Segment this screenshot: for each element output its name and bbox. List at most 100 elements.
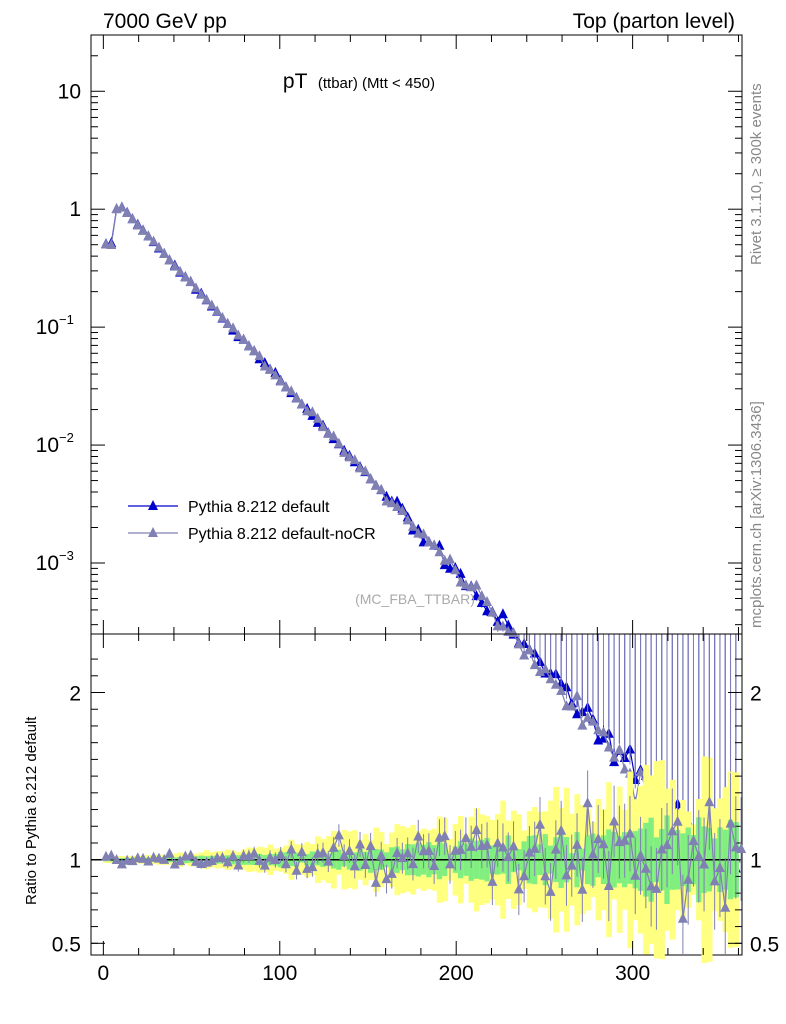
series1-point (497, 608, 508, 619)
series2-point (556, 685, 567, 696)
ratio-point (143, 855, 154, 866)
series2-point (550, 678, 561, 689)
ratio-point (106, 849, 117, 860)
series2-point (609, 751, 620, 762)
ratio-point (466, 840, 477, 851)
series2-point (577, 719, 588, 730)
x-tick-label: 300 (615, 962, 650, 985)
ratio-point (646, 880, 657, 891)
ratio-point (482, 838, 493, 849)
series2-point (476, 590, 487, 601)
ratio-point (386, 867, 397, 878)
y-tick-label: 1 (69, 198, 81, 221)
series2-point (423, 536, 434, 547)
y-tick-exponent: −2 (59, 430, 74, 445)
ratio-point (185, 849, 196, 860)
series2-point (159, 248, 170, 259)
ratio-point (360, 859, 371, 870)
series2-point (286, 385, 297, 396)
series2-point (254, 350, 265, 361)
ratio-point (333, 829, 344, 840)
ratio-point (423, 844, 434, 855)
ratio-point (365, 840, 376, 851)
ratio-point (355, 838, 366, 849)
series2-point (397, 505, 408, 516)
series2-point (185, 276, 196, 287)
ratio-point (540, 870, 551, 881)
ratio-point (667, 825, 678, 836)
ratio-point (609, 815, 620, 826)
series2-point (450, 564, 461, 575)
series2-point (460, 579, 471, 590)
ratio-point (503, 851, 514, 862)
ratio-point (693, 850, 704, 861)
ratio-point (175, 855, 186, 866)
ratio-point (328, 841, 339, 852)
series2-point (116, 201, 127, 212)
series2-point (619, 763, 630, 774)
series2-point (593, 724, 604, 735)
ratio-point (265, 851, 276, 862)
ratio-point (222, 856, 233, 867)
ratio-point (159, 853, 170, 864)
y-tick-label: 10 (36, 316, 59, 339)
series2-point (153, 241, 164, 252)
ratio-point (381, 873, 392, 884)
series2-point (148, 235, 159, 246)
series2-point (386, 497, 397, 508)
header-right: Top (parton level) (573, 10, 735, 33)
series2-point (127, 213, 138, 224)
series2-point (566, 700, 577, 711)
series2-point (519, 649, 530, 660)
series2-point (233, 329, 244, 340)
series2-point (524, 644, 535, 655)
ratio-point (624, 827, 635, 838)
ratio-point (598, 838, 609, 849)
series2-point (429, 539, 440, 550)
ratio-point (317, 846, 328, 857)
series2-point (206, 299, 217, 310)
series2-point (407, 520, 418, 531)
series2-point (508, 627, 519, 638)
side-label-mcplots: mcplots.cern.ch [arXiv:1306.3436] (748, 401, 765, 628)
ratio-point (550, 843, 561, 854)
ratio-point (259, 859, 270, 870)
ratio-point (572, 838, 583, 849)
ratio-point (445, 858, 456, 869)
ratio-point (249, 847, 260, 858)
ratio-point (529, 842, 540, 853)
x-tick-label: 200 (439, 962, 474, 985)
ratio-point (487, 875, 498, 886)
series2-point (339, 446, 350, 457)
series2-point (164, 254, 175, 265)
chart-title: pT (ttbar) (Mtt < 450) (283, 70, 435, 93)
ratio-tick-label-right: 1 (750, 850, 762, 873)
ratio-point (339, 849, 350, 860)
x-tick-label: 0 (98, 962, 110, 985)
series2-point (529, 659, 540, 670)
series2-point (434, 546, 445, 557)
ratio-point (683, 873, 694, 884)
ratio-point (296, 846, 307, 857)
series2-point (307, 406, 318, 417)
series2-point (582, 711, 593, 722)
series2-point (482, 595, 493, 606)
ratio-point (545, 885, 556, 896)
series2-point (238, 333, 249, 344)
ratio-point (344, 845, 355, 856)
series2-point (201, 293, 212, 304)
ratio-point (370, 876, 381, 887)
ratio-point (413, 830, 424, 841)
series2-point (212, 305, 223, 316)
ratio-point (677, 912, 688, 923)
ratio-point (720, 901, 731, 912)
ratio-point (566, 859, 577, 870)
series2-point (328, 430, 339, 441)
ratio-point (630, 869, 641, 880)
series2-point (222, 317, 233, 328)
ratio-point (640, 862, 651, 873)
ratio-point (471, 824, 482, 835)
series2-point (355, 462, 366, 473)
ratio-point (228, 850, 239, 861)
